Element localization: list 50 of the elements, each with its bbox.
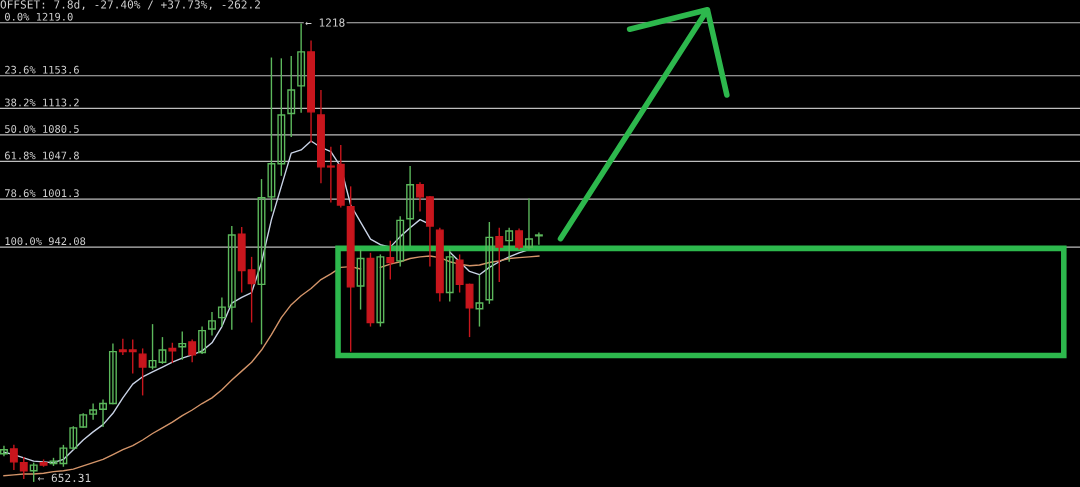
ref-line-label: 50.0% 1080.5: [5, 125, 79, 133]
candlestick: [376, 253, 385, 328]
candlestick: [416, 181, 424, 213]
annotation: ← 1218: [305, 18, 345, 27]
candlestick: [247, 256, 256, 324]
candlestick: [326, 145, 335, 204]
candlestick: [515, 227, 524, 251]
candlestick: [445, 248, 454, 303]
annotation: OFFSET: 7.8d, -27.40% / +37.73%, -262.2: [0, 0, 260, 11]
candlestick: [178, 330, 187, 361]
candlestick: [19, 456, 28, 480]
candlestick: [475, 274, 484, 328]
candlestick: [128, 338, 137, 375]
ref-line-label: 78.6% 1001.3: [5, 189, 79, 198]
candlestick: [485, 221, 494, 305]
candlestick: [168, 342, 177, 364]
annotation: ← 652.31: [38, 473, 91, 483]
candlestick: [108, 342, 117, 406]
candlestick: [525, 197, 533, 251]
candlestick: [465, 282, 474, 338]
candlestick: [59, 444, 68, 468]
candlestick: [277, 57, 286, 177]
ref-line-label: 0.0% 1219.0: [5, 12, 73, 21]
candlestick: [29, 461, 38, 483]
candlestick: [406, 165, 415, 248]
candlestick: [396, 215, 405, 268]
candlestick: [287, 55, 296, 138]
candlestick: [297, 22, 306, 114]
candlestick: [495, 227, 504, 283]
candlestick: [0, 444, 8, 457]
candlestick: [188, 338, 197, 363]
candlestick: [118, 338, 127, 356]
candlestick: [208, 311, 216, 337]
candlestick: [9, 444, 18, 471]
candlestick: [69, 425, 78, 451]
candlestick: [257, 178, 266, 346]
ref-line-label: 23.6% 1153.6: [5, 65, 79, 74]
candlestick: [227, 225, 236, 331]
candlestick: [356, 248, 365, 311]
candlestick: [505, 227, 514, 263]
ref-line-label: 38.2% 1113.2: [5, 98, 79, 107]
candlestick: [267, 56, 276, 213]
candlestick: [198, 325, 207, 355]
ref-line-label: 61.8% 1047.8: [5, 151, 79, 160]
candlestick: [99, 398, 107, 428]
candlestick: [217, 296, 226, 328]
candlestick: [386, 239, 395, 281]
candlestick: [89, 402, 98, 421]
candlestick: [138, 347, 147, 397]
ref-line-label: 100.0% 942.08: [5, 237, 86, 246]
